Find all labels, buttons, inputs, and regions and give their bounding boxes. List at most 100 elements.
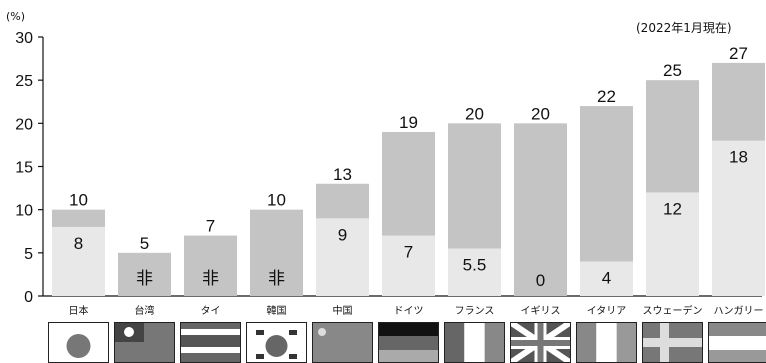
total-value-label: 5	[140, 234, 149, 253]
flag-part	[378, 322, 439, 336]
bar-reduced	[712, 140, 765, 296]
flag-part	[708, 322, 766, 336]
category-label: ドイツ	[394, 306, 424, 317]
bar-reduced	[646, 192, 699, 296]
flag-part	[708, 336, 766, 350]
flag-body	[180, 322, 241, 363]
category-label: イタリア	[587, 305, 627, 317]
thailand-flag	[180, 322, 241, 363]
total-value-label: 7	[206, 217, 215, 236]
reduced-value-label: 非	[202, 269, 219, 288]
reduced-value-label: 18	[729, 148, 748, 167]
category-label: フランス	[455, 305, 495, 317]
france-flag	[444, 322, 505, 363]
total-value-label: 22	[597, 87, 616, 106]
flag-trigram	[256, 354, 264, 359]
reduced-value-label: 12	[663, 199, 682, 218]
y-axis-unit: (%)	[6, 10, 25, 23]
bar-total	[250, 209, 303, 296]
flag-star	[318, 328, 326, 336]
reduced-value-label: 8	[74, 234, 83, 253]
flag-trigram	[289, 330, 297, 335]
category-label: 中国	[333, 304, 353, 317]
total-value-label: 20	[531, 104, 550, 123]
total-value-label: 25	[663, 61, 682, 80]
flag-body	[708, 322, 766, 363]
sweden-flag	[642, 322, 703, 363]
flag-body	[444, 322, 505, 363]
flag-part	[180, 335, 241, 347]
flag-part	[576, 322, 597, 363]
flag-trigram	[289, 354, 297, 359]
y-tick-label: 5	[24, 246, 33, 263]
total-value-label: 13	[333, 165, 352, 184]
flag-body	[114, 322, 175, 363]
reduced-value-label: 非	[136, 269, 153, 288]
reduced-value-label: 5.5	[463, 256, 487, 275]
bar-reduced	[52, 226, 105, 296]
date-note: (2022年1月現在)	[636, 21, 732, 35]
total-value-label: 27	[729, 44, 748, 63]
total-value-label: 20	[465, 104, 484, 123]
total-value-label: 10	[267, 191, 286, 210]
category-label: イギリス	[521, 305, 561, 317]
bar-total	[514, 123, 567, 296]
flag-sun	[124, 327, 134, 337]
china-flag	[312, 322, 373, 363]
flag-body	[576, 322, 637, 363]
y-tick-label: 10	[15, 203, 33, 220]
bar-reduced	[580, 261, 633, 296]
total-value-label: 19	[399, 113, 418, 132]
reduced-value-label: 非	[268, 269, 285, 288]
reduced-value-label: 9	[338, 225, 347, 244]
taiwan-flag	[114, 322, 175, 363]
category-label: 韓国	[267, 305, 287, 317]
flag-part	[378, 336, 439, 350]
flag-body	[642, 322, 703, 363]
japan-flag	[48, 322, 109, 363]
korea-flag	[246, 322, 307, 363]
uk-flag	[510, 322, 571, 363]
y-tick-label: 0	[24, 289, 33, 306]
flag-part	[444, 322, 465, 363]
flag-part	[180, 347, 241, 353]
bar-reduced	[316, 218, 369, 296]
reduced-value-label: 4	[602, 268, 611, 287]
total-value-label: 10	[69, 191, 88, 210]
y-tick-label: 25	[15, 73, 33, 90]
flag-body	[378, 322, 439, 363]
flag-part	[484, 322, 505, 363]
bar-reduced	[382, 235, 435, 296]
flag-disc	[66, 334, 91, 358]
flag-part	[180, 329, 241, 335]
category-label: スウェーデン	[643, 304, 703, 317]
category-label: 台湾	[135, 304, 155, 317]
y-tick-label: 30	[15, 30, 33, 47]
bar-reduced	[448, 248, 501, 296]
flag-part	[464, 322, 485, 363]
germany-flag	[378, 322, 439, 363]
flag-part	[378, 350, 439, 363]
flag-part	[510, 340, 571, 346]
bar-total	[184, 235, 237, 296]
x-axis-labels: 日本 台湾 タイ 韓国 中国 ドイツ フランス イギリス イタリア スウェーデン ハンガリー	[69, 304, 764, 317]
hungary-flag	[708, 322, 766, 363]
bars: 10 8 5 非 7 非 10 非 13 9 19 7 20 5.5 20 0 22 4 25 12 27 18	[52, 44, 765, 297]
flag-body	[48, 322, 109, 363]
category-label: 日本	[69, 304, 89, 317]
y-tick-label: 20	[15, 116, 33, 133]
y-tick-label: 15	[15, 160, 33, 177]
flag-part	[596, 322, 617, 363]
category-label: ハンガリー	[714, 305, 764, 317]
reduced-value-label: 7	[404, 243, 413, 262]
flag-body	[246, 322, 307, 363]
flag-body	[510, 322, 571, 363]
bar-total	[118, 252, 171, 296]
flag-taeguk	[265, 335, 288, 357]
category-label: タイ	[201, 305, 221, 317]
flag-row	[48, 322, 766, 363]
reduced-value-label: 0	[536, 271, 545, 290]
flag-part	[642, 338, 703, 347]
italy-flag	[576, 322, 637, 363]
